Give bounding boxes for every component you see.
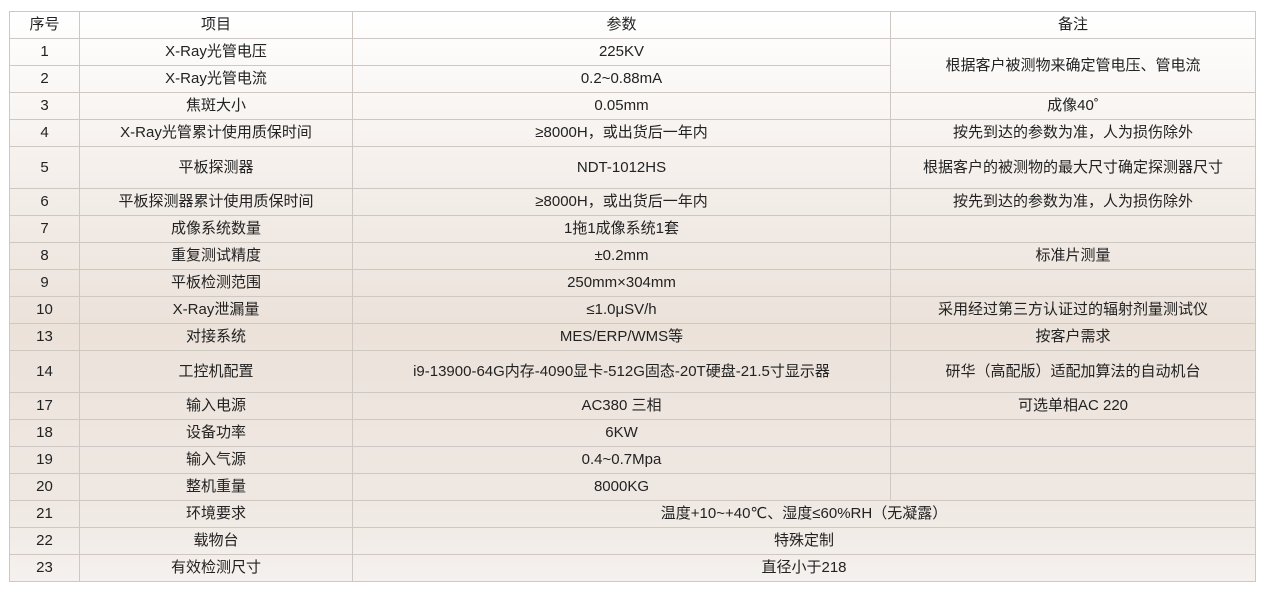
cell-param: ≥8000H，或出货后一年内 xyxy=(352,188,891,216)
cell-no: 3 xyxy=(9,92,80,120)
cell-no: 21 xyxy=(9,500,80,528)
cell-param: 0.05mm xyxy=(352,92,891,120)
cell-no: 1 xyxy=(9,38,80,66)
table-row: 22 载物台 特殊定制 xyxy=(9,527,1256,555)
cell-note xyxy=(890,269,1256,297)
cell-no: 7 xyxy=(9,215,80,243)
header-item: 项目 xyxy=(79,11,353,39)
table-row: 19 输入气源 0.4~0.7Mpa xyxy=(9,446,1256,474)
cell-no: 14 xyxy=(9,350,80,393)
cell-no: 17 xyxy=(9,392,80,420)
cell-note: 按先到达的参数为准，人为损伤除外 xyxy=(890,119,1256,147)
header-param: 参数 xyxy=(352,11,891,39)
table-row: 17 输入电源 AC380 三相 可选单相AC 220 xyxy=(9,392,1256,420)
cell-param: 250mm×304mm xyxy=(352,269,891,297)
cell-note: 按客户需求 xyxy=(890,323,1256,351)
table-row: 14 工控机配置 i9-13900-64G内存-4090显卡-512G固态-20T硬… xyxy=(9,350,1256,393)
cell-item: 设备功率 xyxy=(79,419,353,447)
header-row: 序号 项目 参数 备注 xyxy=(9,11,1256,39)
cell-no: 4 xyxy=(9,119,80,147)
cell-param: 直径小于218 xyxy=(352,554,1256,582)
cell-no: 19 xyxy=(9,446,80,474)
cell-item: 有效检测尺寸 xyxy=(79,554,353,582)
cell-item: 工控机配置 xyxy=(79,350,353,393)
table-row: 6 平板探测器累计使用质保时间 ≥8000H，或出货后一年内 按先到达的参数为准，人为… xyxy=(9,188,1256,216)
table-row: 20 整机重量 8000KG xyxy=(9,473,1256,501)
cell-item: 输入电源 xyxy=(79,392,353,420)
cell-note: 根据客户被测物来确定管电压、管电流 xyxy=(890,38,1256,93)
cell-item: 平板检测范围 xyxy=(79,269,353,297)
header-note: 备注 xyxy=(890,11,1256,39)
cell-item: X-Ray光管电压 xyxy=(79,38,353,66)
spec-table: 序号 项目 参数 备注 1 X-Ray光管电压 225KV 根据客户被测物来确定管电压… xyxy=(9,11,1256,582)
cell-no: 9 xyxy=(9,269,80,297)
cell-note: 按先到达的参数为准，人为损伤除外 xyxy=(890,188,1256,216)
cell-item: 成像系统数量 xyxy=(79,215,353,243)
table-row: 4 X-Ray光管累计使用质保时间 ≥8000H，或出货后一年内 按先到达的参数为准，… xyxy=(9,119,1256,147)
cell-no: 8 xyxy=(9,242,80,270)
cell-item: 平板探测器累计使用质保时间 xyxy=(79,188,353,216)
cell-no: 2 xyxy=(9,65,80,93)
cell-item: 平板探测器 xyxy=(79,146,353,189)
cell-no: 5 xyxy=(9,146,80,189)
table-row: 7 成像系统数量 1拖1成像系统1套 xyxy=(9,215,1256,243)
cell-param: 特殊定制 xyxy=(352,527,1256,555)
cell-no: 23 xyxy=(9,554,80,582)
cell-no: 13 xyxy=(9,323,80,351)
table-row: 21 环境要求 温度+10~+40℃、湿度≤60%RH（无凝露） xyxy=(9,500,1256,528)
cell-note: 采用经过第三方认证过的辐射剂量测试仪 xyxy=(890,296,1256,324)
table-row: 10 X-Ray泄漏量 ≤1.0μSV/h 采用经过第三方认证过的辐射剂量测试仪 xyxy=(9,296,1256,324)
cell-param: NDT-1012HS xyxy=(352,146,891,189)
table-row: 8 重复测试精度 ±0.2mm 标准片测量 xyxy=(9,242,1256,270)
cell-note xyxy=(890,215,1256,243)
cell-no: 20 xyxy=(9,473,80,501)
cell-item: 载物台 xyxy=(79,527,353,555)
table-row: 3 焦斑大小 0.05mm 成像40˚ xyxy=(9,92,1256,120)
cell-param: 1拖1成像系统1套 xyxy=(352,215,891,243)
cell-item: 焦斑大小 xyxy=(79,92,353,120)
cell-param: ±0.2mm xyxy=(352,242,891,270)
cell-item: X-Ray泄漏量 xyxy=(79,296,353,324)
cell-note xyxy=(890,473,1256,501)
cell-item: X-Ray光管电流 xyxy=(79,65,353,93)
cell-no: 10 xyxy=(9,296,80,324)
cell-param: ≥8000H，或出货后一年内 xyxy=(352,119,891,147)
cell-note: 可选单相AC 220 xyxy=(890,392,1256,420)
cell-param: MES/ERP/WMS等 xyxy=(352,323,891,351)
cell-param: 8000KG xyxy=(352,473,891,501)
cell-param: 6KW xyxy=(352,419,891,447)
table-row: 23 有效检测尺寸 直径小于218 xyxy=(9,554,1256,582)
cell-note xyxy=(890,446,1256,474)
cell-param: AC380 三相 xyxy=(352,392,891,420)
cell-param: 225KV xyxy=(352,38,891,66)
cell-no: 22 xyxy=(9,527,80,555)
cell-param: 0.2~0.88mA xyxy=(352,65,891,93)
table-row: 5 平板探测器 NDT-1012HS 根据客户的被测物的最大尺寸确定探测器尺寸 xyxy=(9,146,1256,189)
cell-param: 温度+10~+40℃、湿度≤60%RH（无凝露） xyxy=(352,500,1256,528)
cell-no: 18 xyxy=(9,419,80,447)
cell-note xyxy=(890,419,1256,447)
cell-item: 整机重量 xyxy=(79,473,353,501)
table-row: 1 X-Ray光管电压 225KV 根据客户被测物来确定管电压、管电流 xyxy=(9,38,1256,93)
cell-item: 重复测试精度 xyxy=(79,242,353,270)
cell-item: 输入气源 xyxy=(79,446,353,474)
cell-param: i9-13900-64G内存-4090显卡-512G固态-20T硬盘-21.5寸… xyxy=(352,350,891,393)
cell-note: 成像40˚ xyxy=(890,92,1256,120)
cell-item: 对接系统 xyxy=(79,323,353,351)
cell-note: 研华（高配版）适配加算法的自动机台 xyxy=(890,350,1256,393)
table-row: 13 对接系统 MES/ERP/WMS等 按客户需求 xyxy=(9,323,1256,351)
table-row: 18 设备功率 6KW xyxy=(9,419,1256,447)
cell-no: 6 xyxy=(9,188,80,216)
cell-param: ≤1.0μSV/h xyxy=(352,296,891,324)
cell-item: X-Ray光管累计使用质保时间 xyxy=(79,119,353,147)
table-row: 2 X-Ray光管电流 0.2~0.88mA xyxy=(9,65,1256,93)
cell-param: 0.4~0.7Mpa xyxy=(352,446,891,474)
table-row: 9 平板检测范围 250mm×304mm xyxy=(9,269,1256,297)
cell-note: 标准片测量 xyxy=(890,242,1256,270)
cell-note: 根据客户的被测物的最大尺寸确定探测器尺寸 xyxy=(890,146,1256,189)
header-no: 序号 xyxy=(9,11,80,39)
cell-item: 环境要求 xyxy=(79,500,353,528)
